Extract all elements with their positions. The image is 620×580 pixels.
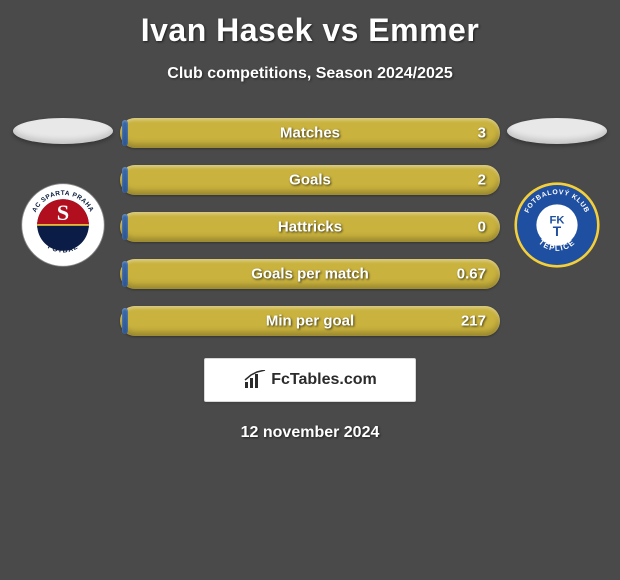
stat-bar: Matches 3 [120,118,500,148]
stat-bar-value: 0.67 [457,266,486,283]
stat-bar-label: Hattricks [278,219,342,236]
brand-box: FcTables.com [204,358,416,402]
svg-text:T: T [553,224,562,239]
left-column: AC SPARTA PRAHA FOTBAL S [8,118,118,268]
stat-bar-label: Min per goal [266,313,354,330]
left-player-oval [13,118,113,144]
main-layout: AC SPARTA PRAHA FOTBAL S Matches 3 Goals 2 H… [0,118,620,336]
stat-bar-value: 3 [478,125,486,142]
right-club-badge: FOTBALOVÝ KLUB TEPLICE FK T [514,182,600,268]
stat-bar-value: 217 [461,313,486,330]
stat-bar-overlay [122,308,128,334]
stat-bar-label: Goals [289,172,331,189]
page-title: Ivan Hasek vs Emmer [0,12,620,49]
right-player-oval [507,118,607,144]
stat-bar-overlay [122,167,128,193]
stat-bar-value: 0 [478,219,486,236]
stat-bar-overlay [122,261,128,287]
brand-text: FcTables.com [271,371,377,389]
stat-bar-overlay [122,120,128,146]
stat-bar: Goals per match 0.67 [120,259,500,289]
stats-bars: Matches 3 Goals 2 Hattricks 0 Goals per match 0… [118,118,502,336]
stat-bar-label: Matches [280,125,340,142]
left-club-badge: AC SPARTA PRAHA FOTBAL S [20,182,106,268]
page-subtitle: Club competitions, Season 2024/2025 [0,65,620,83]
svg-text:S: S [57,200,69,225]
stat-bar-label: Goals per match [251,266,369,283]
right-column: FOTBALOVÝ KLUB TEPLICE FK T [502,118,612,268]
date-line: 12 november 2024 [0,424,620,442]
stat-bar-value: 2 [478,172,486,189]
stat-bar: Hattricks 0 [120,212,500,242]
stat-bar: Goals 2 [120,165,500,195]
stat-bar-overlay [122,214,128,240]
brand-chart-icon [243,370,267,390]
stat-bar: Min per goal 217 [120,306,500,336]
